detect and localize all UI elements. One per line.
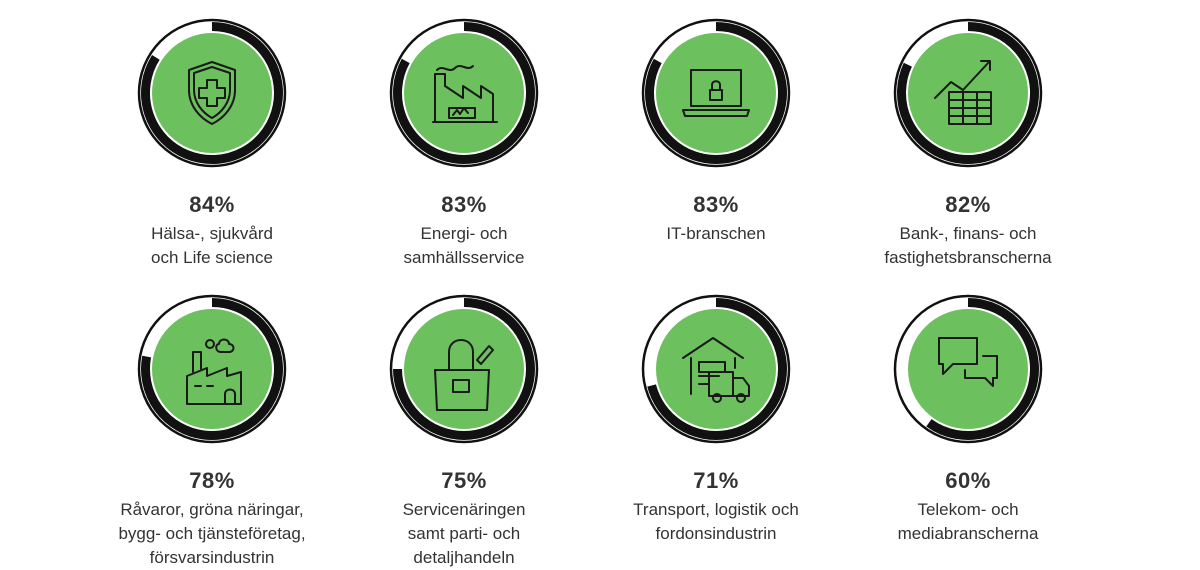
donut-ring	[389, 294, 539, 444]
label-line: Råvaror, gröna näringar,	[120, 500, 304, 519]
label-line: samt parti- och	[407, 524, 521, 543]
label-line: Energi- och	[420, 224, 508, 243]
percent-value: 83%	[693, 192, 739, 217]
percent-value: 84%	[189, 192, 235, 217]
label-line: mediabranscherna	[897, 524, 1039, 543]
factory-smoke-icon	[186, 338, 242, 405]
label-line: Hälsa-, sjukvård	[151, 224, 273, 243]
factory-energy-icon	[432, 65, 498, 123]
donut-ring	[641, 18, 791, 168]
value-arc	[647, 298, 787, 440]
value-arc	[897, 22, 1039, 164]
shield-cross-icon	[188, 61, 236, 125]
center-disc	[152, 309, 272, 429]
value-arc	[141, 22, 283, 164]
value-arc	[393, 298, 535, 440]
industry-label: Råvaror, gröna näringar, bygg- och tjäns…	[82, 498, 342, 570]
label-line: och Life science	[151, 248, 273, 267]
percent-value: 82%	[945, 192, 991, 217]
label-line: Transport, logistik och	[633, 500, 799, 519]
label-line: detaljhandeln	[413, 548, 515, 567]
industry-label: Servicenäringen samt parti- och detaljha…	[334, 498, 594, 570]
value-arc	[926, 298, 1039, 440]
label-line: fordonsindustrin	[655, 524, 777, 543]
industry-label: Telekom- och mediabranscherna	[838, 498, 1098, 546]
label-line: försvarsindustrin	[149, 548, 275, 567]
label-line: Telekom- och	[917, 500, 1019, 519]
donut-ring	[137, 294, 287, 444]
percent-value: 75%	[441, 468, 487, 493]
donut-ring	[893, 18, 1043, 168]
industry-label: Hälsa-, sjukvård och Life science	[82, 222, 342, 270]
shopping-bag-icon	[434, 339, 494, 411]
industry-label: Bank-, finans- och fastighetsbranscherna	[838, 222, 1098, 270]
industry-label: IT-branschen	[586, 222, 846, 246]
percent-value: 78%	[189, 468, 235, 493]
chart-growth-icon	[934, 60, 992, 125]
laptop-lock-icon	[682, 69, 750, 117]
label-line: Bank-, finans- och	[899, 224, 1037, 243]
center-disc	[656, 309, 776, 429]
value-arc	[645, 22, 787, 164]
chat-bubbles-icon	[938, 337, 998, 387]
donut-ring	[389, 18, 539, 168]
percent-value: 60%	[945, 468, 991, 493]
industry-label: Energi- och samhällsservice	[334, 222, 594, 270]
label-line: fastighetsbranscherna	[884, 248, 1052, 267]
donut-ring	[893, 294, 1043, 444]
label-line: samhällsservice	[403, 248, 525, 267]
percent-value: 83%	[441, 192, 487, 217]
warehouse-truck-icon	[682, 337, 750, 403]
donut-ring	[641, 294, 791, 444]
industry-label: Transport, logistik och fordonsindustrin	[586, 498, 846, 546]
value-arc	[141, 298, 283, 440]
center-disc	[152, 33, 272, 153]
center-disc	[656, 33, 776, 153]
label-line: IT-branschen	[666, 224, 766, 243]
label-line: Servicenäringen	[402, 500, 526, 519]
center-disc	[908, 309, 1028, 429]
value-arc	[393, 22, 535, 164]
percent-value: 71%	[693, 468, 739, 493]
donut-ring	[137, 18, 287, 168]
label-line: bygg- och tjänsteföretag,	[118, 524, 306, 543]
